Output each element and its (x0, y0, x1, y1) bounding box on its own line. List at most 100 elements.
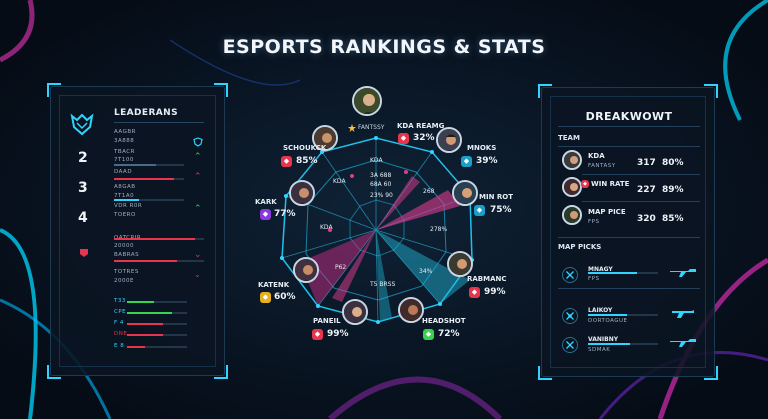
team-badge-icon: ◆ (469, 287, 480, 298)
rank-text: TBACR (114, 149, 135, 155)
radar-node (376, 320, 380, 324)
radar-label: KDA (320, 224, 333, 231)
player-avatar[interactable] (312, 125, 338, 151)
player-avatar[interactable] (289, 180, 315, 206)
radar-label: 278% (430, 226, 448, 233)
team-badge-icon: ◆ (312, 329, 323, 340)
map-bar (588, 272, 658, 274)
player-stat: 99% (327, 329, 349, 339)
star-icon (348, 124, 356, 132)
map-sub: DORTOAGUE (588, 318, 628, 324)
player-stat: 32% (413, 133, 435, 143)
team-stat-value: 227 (637, 185, 656, 195)
avatar-portrait-icon (295, 259, 317, 281)
row-text: 20000 (114, 243, 134, 249)
mini-label: DNE (114, 331, 128, 337)
player-avatar[interactable] (293, 257, 319, 283)
pistol-icon (672, 310, 694, 318)
radar-core-ring (349, 199, 405, 257)
player-name: KDA REAMG (397, 122, 445, 130)
map-name: MNAGY (588, 266, 613, 273)
radar-label: 23% 90 (370, 192, 393, 199)
team-avatar[interactable] (562, 177, 582, 197)
team-stat-percent: 89% (662, 185, 684, 195)
avatar-portrait-icon (354, 88, 380, 114)
player-name: FANTSSY (358, 124, 385, 131)
avatar-portrait-icon (454, 182, 476, 204)
stats-panel: DREAKWOWT TEAM KDA FANTASY 317 80% ◆ WIN… (538, 84, 718, 380)
shield-icon (193, 137, 203, 147)
mini-bar-fill (127, 346, 145, 348)
mini-bar-fill (127, 323, 163, 325)
rank-number: 2 (78, 150, 88, 166)
avatar-portrait-icon (400, 299, 422, 321)
row-bar (114, 260, 204, 262)
radar-node (320, 150, 324, 154)
rank-bar-fill (114, 199, 139, 201)
row-bar-fill (114, 238, 195, 240)
mini-label: T33 (114, 298, 126, 304)
chevron-up-icon: ⌃ (194, 204, 202, 214)
player-avatar[interactable] (342, 299, 368, 325)
radar-node (350, 174, 354, 178)
row-text: 2000E (114, 278, 134, 284)
team-stat-sub: FPS (588, 219, 600, 225)
radar-node (284, 194, 288, 198)
chevron-down-icon: ⌄ (194, 270, 201, 279)
chevron-down-icon: ⌄ (194, 250, 202, 260)
panel-inner-border (59, 95, 216, 367)
row-text: TOTRES (114, 269, 139, 275)
radar-node (316, 304, 320, 308)
team-stat-value: 317 (637, 158, 656, 168)
panel-corner (704, 84, 718, 98)
team-stat-label: MAP PICE (588, 208, 626, 216)
mini-bar-fill (127, 334, 163, 336)
player-stat: 75% (490, 205, 512, 215)
radar-inner-ring (305, 159, 447, 301)
avatar-portrait-icon (314, 127, 336, 149)
team-avatar[interactable] (562, 150, 582, 170)
player-name: MIN ROT (479, 193, 513, 201)
player-avatar[interactable] (436, 127, 462, 153)
chevron-up-icon: ⌃ (194, 172, 202, 182)
player-stat: 72% (438, 329, 460, 339)
radar-node (430, 150, 434, 154)
player-avatar[interactable] (452, 180, 478, 206)
map-picks-heading: MAP PICKS (558, 243, 602, 251)
player-stat: 99% (484, 287, 506, 297)
player-avatar[interactable] (352, 86, 382, 116)
radar-wedge (300, 230, 376, 306)
player-name: KATENK (258, 281, 290, 289)
player-stat: 85% (296, 156, 318, 166)
panel-corner (47, 365, 61, 379)
mini-bar (127, 323, 187, 325)
panel-corner (214, 83, 228, 97)
map-sub: FPS (588, 276, 600, 282)
player-name: KARK (255, 198, 277, 206)
rifle-icon (670, 339, 696, 347)
page-title: ESPORTS RANKINGS & STATS (222, 36, 546, 58)
player-stat: 39% (476, 156, 498, 166)
player-name: PANEIL (313, 317, 341, 325)
radar-wedge (376, 230, 470, 304)
stats-title: DREAKWOWT (585, 110, 673, 123)
team-stat-percent: 80% (662, 158, 684, 168)
avatar-portrait-icon (449, 253, 471, 275)
player-avatar[interactable] (398, 297, 424, 323)
radar-label: KDA (333, 178, 346, 185)
rank-text: A8GAB (114, 184, 136, 190)
divider (582, 201, 700, 202)
team-avatar[interactable] (562, 205, 582, 225)
row-text: BABRAS (114, 252, 140, 258)
map-bar-fill (588, 272, 637, 274)
player-avatar[interactable] (447, 251, 473, 277)
player-name: SCHOUKCK (283, 144, 327, 152)
rank-bar (114, 199, 184, 201)
avatar-portrait-icon (564, 152, 580, 168)
map-name: VANIBNY (588, 336, 619, 343)
team-badge-icon: ◆ (260, 292, 271, 303)
radar-label: T5 BRSS (370, 281, 396, 288)
team-logo-icon (70, 113, 94, 136)
rank-text: DAAD (114, 169, 133, 175)
team-badge-icon: ◆ (260, 209, 271, 220)
